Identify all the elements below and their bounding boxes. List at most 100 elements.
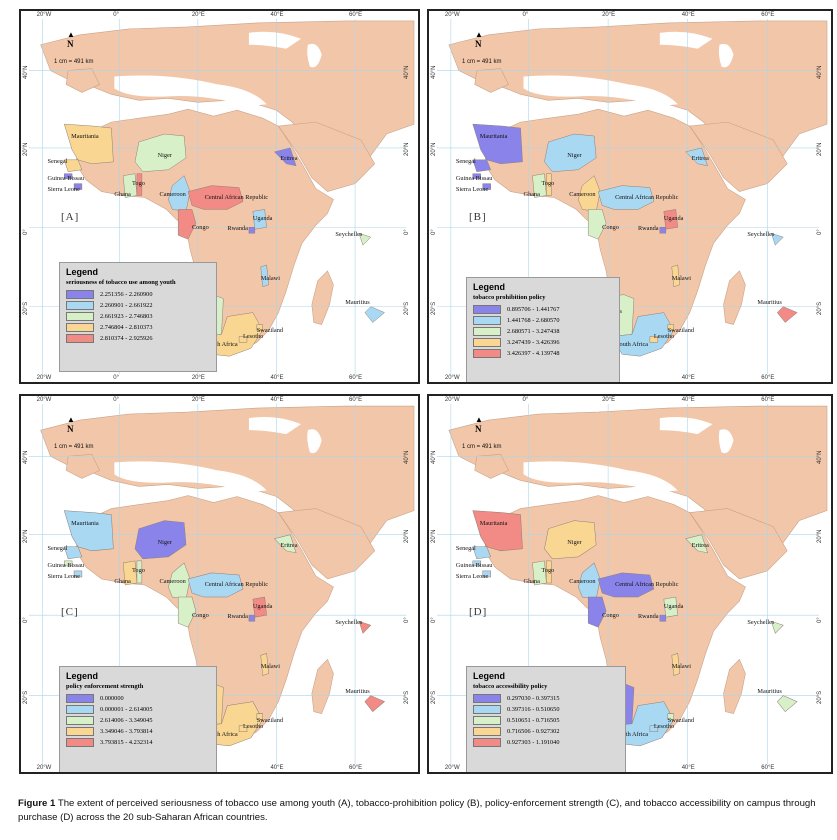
country-region-mauritius — [364, 306, 385, 323]
map-legend: Legend tobacco accessibility policy 0.2970… — [466, 666, 626, 772]
map-panel-b: Mauritania Senegal Guinea Bissau Sierra Leo… — [427, 9, 833, 384]
scale-label: 1 cm = 491 km — [462, 444, 502, 450]
country-region-rwanda — [248, 227, 256, 234]
country-label: Guinea Bissau — [455, 174, 493, 182]
legend-range-label: 0.716506 - 0.927302 — [507, 728, 560, 735]
country-label: Mauritius — [757, 687, 782, 695]
latitude-tick-label: 20°N — [817, 529, 823, 543]
latitude-tick-label: 20°N — [404, 529, 410, 543]
country-label: Ghana — [523, 190, 540, 198]
country-region-malawi — [671, 653, 681, 676]
country-label: Sierra Leone — [455, 572, 489, 580]
panel-label: [C] — [61, 606, 79, 618]
latitude-tick-label: 20°S — [23, 301, 29, 315]
legend-swatch — [66, 312, 94, 321]
country-label: Niger — [157, 151, 172, 159]
country-region-togo — [136, 560, 143, 584]
country-region-sierra-leone — [73, 183, 83, 190]
longitude-tick-label: 40°E — [270, 397, 284, 403]
country-label: Ghana — [114, 577, 131, 585]
longitude-tick-label: 60°E — [349, 375, 363, 381]
country-label: Malawi — [260, 274, 280, 282]
country-region-seychelles — [358, 232, 372, 246]
map-legend: Legend seriousness of tobacco use among y… — [59, 262, 217, 372]
country-label: Lesotho — [243, 333, 264, 341]
longitude-tick-label: 60°E — [761, 375, 775, 381]
country-label: Congo — [602, 612, 619, 620]
country-region-congo — [587, 209, 607, 240]
legend-entry: 2.746804 - 2.810373 — [66, 322, 210, 333]
land-mass — [65, 453, 101, 479]
country-region-lesotho — [649, 725, 659, 733]
country-region-central-african-republic — [187, 185, 244, 210]
land-mass — [484, 495, 746, 745]
country-label: Rwanda — [637, 225, 659, 233]
legend-entry: 2.251356 - 2.260900 — [66, 289, 210, 300]
land-mass — [311, 270, 334, 325]
legend-swatch — [66, 301, 94, 310]
country-label: South Africa — [616, 341, 649, 349]
country-label: Lesotho — [653, 333, 675, 341]
country-label: Eritrea — [280, 541, 298, 549]
longitude-tick-label: 60°E — [761, 397, 775, 403]
country-region-mauritius — [776, 306, 798, 323]
longitude-tick-label: 60°E — [761, 12, 775, 18]
legend-swatch — [473, 338, 501, 347]
country-label: Uganda — [663, 215, 684, 223]
country-region-seychelles — [770, 232, 784, 246]
country-region-central-african-republic — [597, 572, 655, 598]
longitude-tick-label: 0° — [522, 12, 529, 18]
legend-subtitle: seriousness of tobacco use among youth — [66, 279, 176, 286]
latitude-tick-label: 40°N — [431, 450, 437, 465]
country-label: Sierra Leone — [47, 185, 80, 193]
country-label: Congo — [191, 612, 209, 620]
country-label: Mauritania — [71, 519, 99, 527]
sea-area — [114, 75, 267, 107]
legend-range-label: 3.793815 - 4.232314 — [100, 739, 153, 746]
country-label: Cameroon — [569, 577, 596, 585]
longitude-tick-label: 20°W — [444, 765, 460, 771]
legend-swatch — [66, 705, 94, 714]
longitude-tick-label: 60°E — [349, 765, 363, 771]
legend-title: Legend — [66, 267, 99, 277]
legend-swatch — [66, 290, 94, 299]
country-region-sierra-leone — [482, 183, 491, 190]
country-region-malawi — [260, 264, 269, 288]
longitude-tick-label: 40°E — [270, 375, 284, 381]
legend-range-label: 3.426397 - 4.139748 — [507, 350, 560, 357]
legend-range-label: 2.746804 - 2.810373 — [100, 324, 153, 331]
longitude-tick-label: 20°W — [36, 765, 52, 771]
country-region-guinea-bissau — [63, 173, 73, 179]
scale-label: 1 cm = 491 km — [462, 59, 502, 65]
country-region-eritrea — [274, 147, 297, 167]
land-mass — [484, 108, 746, 355]
country-region-uganda — [663, 596, 679, 618]
country-region-senegal — [63, 546, 83, 560]
legend-entry: 0.397316 - 0.510650 — [473, 704, 619, 715]
country-region-eritrea — [685, 534, 708, 554]
sea-area — [659, 31, 713, 49]
longitude-tick-label: 60°E — [349, 12, 363, 18]
scale-label: 1 cm = 491 km — [54, 444, 94, 450]
country-label: Mauritius — [345, 687, 370, 695]
legend-entry: 0.510651 - 0.716505 — [473, 715, 619, 726]
north-arrow-icon: ▲ N — [67, 30, 75, 50]
latitude-tick-label: 0° — [431, 617, 437, 624]
longitude-tick-label: 40°E — [681, 375, 695, 381]
north-arrow-icon: ▲ N — [67, 415, 75, 435]
map-legend: Legend tobacco prohibition policy 0.895706… — [466, 277, 620, 382]
legend-entry: 3.349046 - 3.793814 — [66, 726, 210, 737]
africa-map — [28, 18, 415, 375]
country-label: Central African Republic — [204, 193, 269, 201]
longitude-tick-label: 40°E — [681, 397, 695, 403]
legend-range-label: 2.810374 - 2.925926 — [100, 335, 153, 342]
country-region-togo — [136, 173, 143, 196]
legend-swatch — [473, 327, 501, 336]
latitude-tick-label: 40°N — [817, 65, 823, 79]
country-region-mauritius — [364, 695, 385, 713]
latitude-tick-label: 40°N — [23, 65, 29, 79]
sea-area — [248, 416, 302, 435]
country-label: Niger — [157, 538, 172, 546]
country-label: Swaziland — [667, 327, 695, 335]
map-panel-a: Mauritania Senegal Guinea Bissau Sierra Leo… — [19, 9, 420, 384]
